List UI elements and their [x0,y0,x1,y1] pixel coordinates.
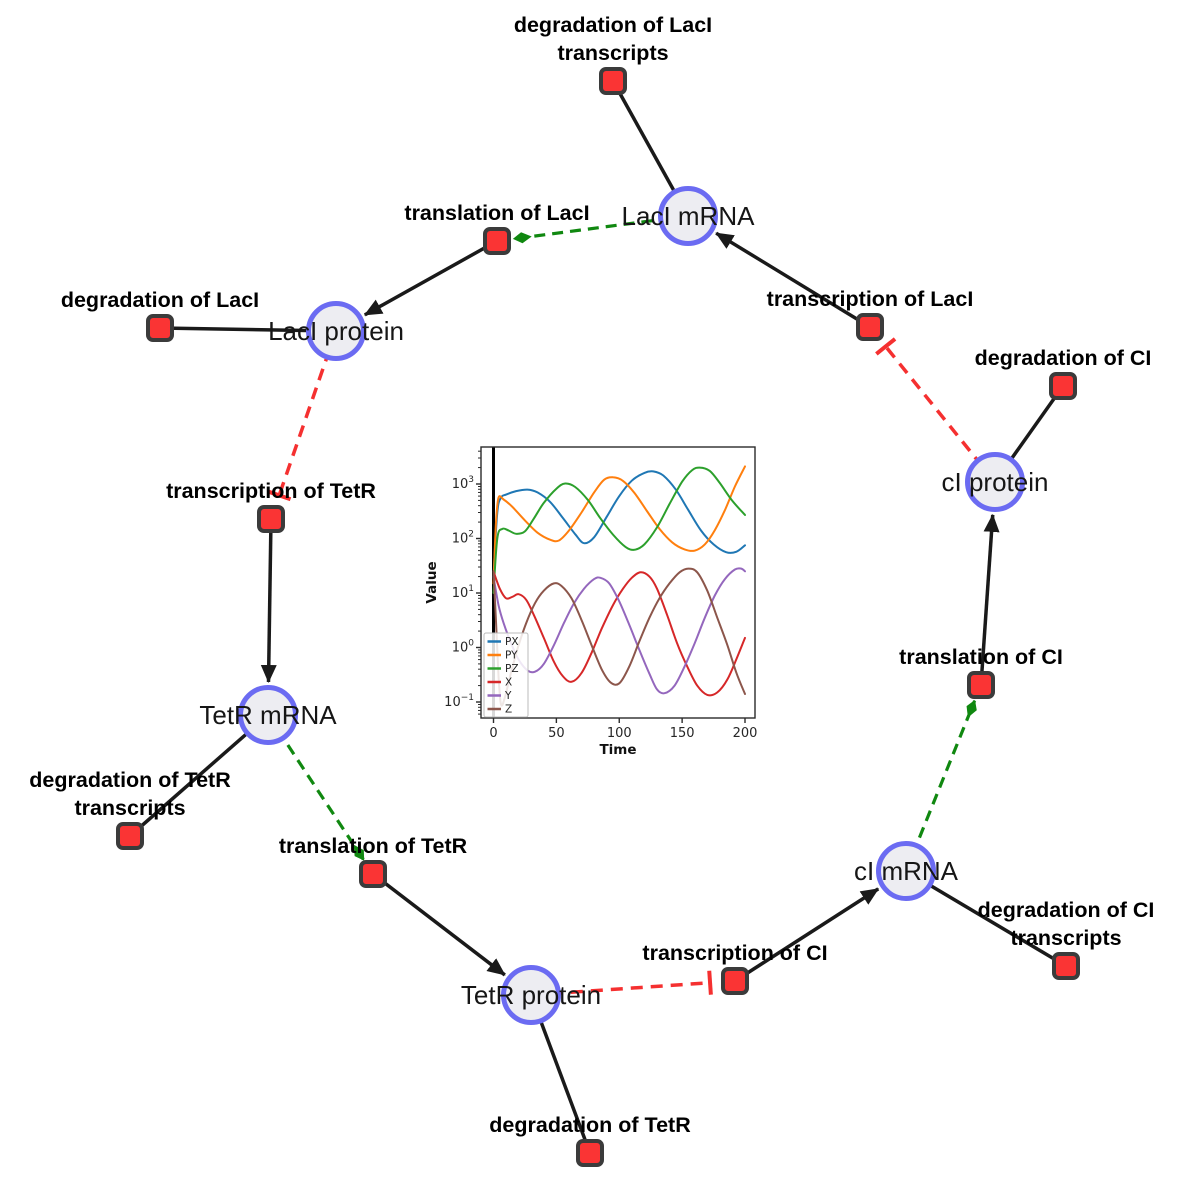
chart-xtick-label: 150 [670,726,695,741]
edge-ci-mrna-to-translation-ci [904,699,977,872]
reaction-node-deg-laci [146,314,174,342]
species-label-tetr-mrna: TetR mRNA [199,700,337,730]
reaction-node-translation-laci [483,227,511,255]
reaction-node-transcription-ci [721,967,749,995]
reaction-label-translation-ci-line1: translation of CI [899,645,1063,669]
reaction-label-deg-ci-transcripts-line1: degradation of CI [978,898,1155,922]
legend-label-PY: PY [505,650,518,662]
edge-ci-mrna-to-deg-ci-transcripts [905,869,1067,968]
legend-label-Z: Z [505,704,512,716]
edge-translation-tetr-to-tetr-protein [371,872,506,977]
chart-ytick-label: 101 [452,584,474,601]
edge-translation-ci-to-ci-protein [979,513,1000,686]
nodes-layer [116,67,1080,1167]
reaction-node-transcription-laci [856,313,884,341]
chart-ylabel: Value [424,561,440,603]
reaction-node-deg-laci-transcripts [599,67,627,95]
labels-layer: LacI mRNA LacI protein TetR mRNA TetR prote… [29,13,1154,1137]
reaction-label-translation-laci-line1: translation of LacI [404,201,589,225]
reaction-label-translation-tetr-line1: translation of TetR [279,834,468,858]
reaction-label-transcription-tetr-line1: transcription of TetR [166,479,376,503]
edge-laci-protein-to-transcription-tetr-tbar-icon [267,489,292,502]
edge-transcription-laci-to-laci-mrna [715,231,871,329]
edge-transcription-ci-to-ci-mrna [734,887,880,983]
chart-ytick-label: 10−1 [444,693,474,710]
reaction-node-deg-ci [1049,372,1077,400]
reaction-label-transcription-laci-line1: transcription of LacI [767,287,974,311]
reaction-label-transcription-ci-line1: transcription of CI [642,941,827,965]
chart-xtick-label: 50 [548,726,565,741]
legend-label-X: X [505,677,512,689]
reaction-label-deg-tetr-transcripts-line2: transcripts [74,796,185,820]
edge-transcription-tetr-to-tetr-mrna [260,518,277,684]
edge-tetr-protein-to-transcription-ci-tbar-icon [707,970,713,995]
chart-series-PY [492,465,746,585]
reaction-node-translation-tetr [359,860,387,888]
reaction-label-deg-laci-line1: degradation of LacI [61,288,259,312]
legend-label-PX: PX [505,636,519,648]
inset-chart: 0 50 100 150 200 10−1 100 101 102 103 Time Value PX P… [424,446,758,758]
chart-series-PX [492,470,746,578]
species-node-ci-protein [965,452,1025,512]
species-label-ci-protein: cI protein [942,467,1049,497]
edge-laci-mrna-to-translation-laci [512,214,689,244]
reaction-label-deg-laci-transcripts-line1: degradation of LacI [514,13,712,37]
chart-series-X [492,570,746,697]
reaction-node-transcription-tetr [257,505,285,533]
reaction-label-deg-ci-line1: degradation of CI [975,346,1152,370]
species-label-laci-mrna: LacI mRNA [622,201,756,231]
chart-xlabel: Time [599,742,636,758]
edge-translation-laci-to-laci-protein [363,239,498,317]
edge-tetr-mrna-to-deg-tetr-transcripts [128,713,270,838]
species-label-tetr-protein: TetR protein [461,980,601,1010]
reaction-node-translation-ci [967,671,995,699]
reaction-label-deg-tetr-transcripts-line1: degradation of TetR [29,768,231,792]
chart-xtick-label: 100 [607,726,632,741]
edge-ci-protein-to-transcription-laci-tbar-icon [875,337,897,356]
chart-series-PZ [492,466,746,594]
species-node-tetr-protein [501,965,561,1025]
reaction-label-deg-laci-transcripts-line2: transcripts [557,41,668,65]
reaction-node-deg-tetr [576,1139,604,1167]
chart-ytick-label: 102 [452,530,474,547]
legend-label-Y: Y [504,690,512,702]
species-node-laci-protein [306,301,366,361]
species-label-ci-mrna: cI mRNA [854,856,959,886]
species-node-tetr-mrna [238,685,298,745]
reaction-node-deg-tetr-transcripts [116,822,144,850]
reaction-node-deg-ci-transcripts [1052,952,1080,980]
reaction-label-deg-ci-transcripts-line2: transcripts [1010,926,1121,950]
chart-frame [480,446,756,719]
species-node-ci-mrna [876,841,936,901]
reaction-label-deg-tetr-line1: degradation of TetR [489,1113,691,1137]
chart-xtick-label: 0 [489,726,497,741]
chart-ytick-label: 103 [452,475,474,492]
species-label-laci-protein: LacI protein [268,316,404,346]
legend-label-PZ: PZ [505,663,519,675]
chart-xtick-label: 200 [733,726,758,741]
chart-ytick-label: 100 [452,639,475,656]
species-node-laci-mrna [658,186,718,246]
